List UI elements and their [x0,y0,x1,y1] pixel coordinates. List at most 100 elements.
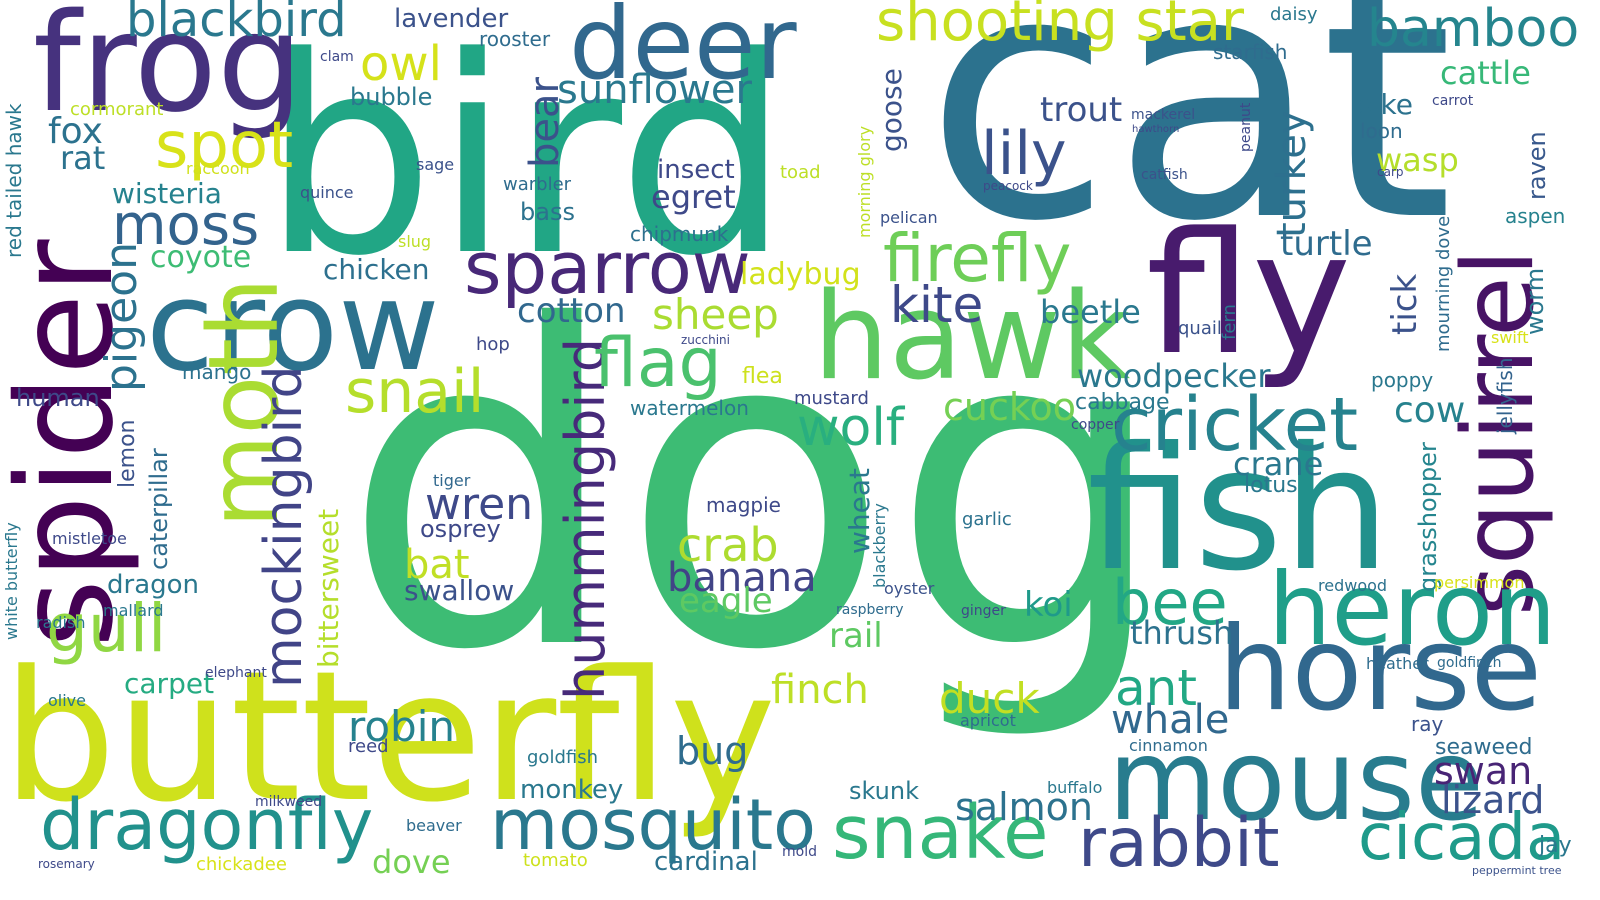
word-shooting-star: shooting star [876,0,1245,54]
word-mold: mold [782,844,817,860]
word-cabbage: cabbage [1075,390,1170,415]
word-cat: cat [925,0,1454,296]
word-duck: duck [939,674,1040,723]
word-peppermint-tree: peppermint tree [1472,864,1562,877]
word-bamboo: bamboo [1367,0,1580,59]
word-ant: ant [1115,659,1197,717]
word-cow: cow [1394,390,1466,431]
word-starfish: starfish [1213,40,1288,64]
word-blackberry: blackberry [870,503,889,588]
word-carrot: carrot [1432,93,1474,109]
word-coyote: coyote [150,240,252,275]
word-crab: crab [677,518,779,572]
word-mackerel: mackerel [1131,107,1196,123]
word-snake: snake [832,790,1049,876]
word-bittersweet: bittersweet [312,508,345,668]
word-carpet: carpet [124,667,215,700]
word-cinnamon: cinnamon [1129,736,1208,755]
word-quince: quince [300,183,354,202]
word-lizard: lizard [1441,778,1545,822]
word-kite: kite [890,276,984,334]
word-loon: loon [1360,119,1403,143]
word-whale: whale [1111,697,1230,743]
word-woodpecker: woodpecker [1077,357,1271,395]
word-ginger: ginger [961,603,1006,619]
word-carp: carp [1377,165,1404,179]
word-reed: reed [348,736,389,757]
word-wolf: wolf [797,398,905,458]
word-sunflower: sunflower [557,67,752,113]
word-seaweed: seaweed [1435,735,1533,760]
word-snail: snail [345,357,485,427]
word-worm: worm [1521,267,1549,335]
word-white-butterfly: white butterfly [2,522,21,640]
word-rat: rat [60,139,106,177]
word-apricot: apricot [960,711,1016,730]
word-fish: fish [1087,411,1391,609]
word-chicken: chicken [323,253,430,286]
word-mistletoe: mistletoe [52,529,127,548]
word-jellyfish: jellyfish [1493,357,1517,434]
word-dragonfly: dragonfly [40,784,374,866]
word-goldfinch: goldfinch [1437,655,1502,671]
word-heather: heather [1366,654,1429,673]
word-cattle: cattle [1440,54,1531,92]
word-buffalo: buffalo [1047,778,1103,797]
word-cormorant: cormorant [70,99,164,120]
word-swallow: swallow [404,574,515,607]
word-swan: swan [1434,749,1533,793]
word-horse: horse [1218,602,1542,737]
word-lily: lily [981,119,1067,189]
word-cardinal: cardinal [654,847,758,877]
word-hop: hop [476,334,510,355]
word-slug: slug [398,232,432,251]
word-cuckoo: cuckoo [943,385,1077,429]
word-warbler: warbler [503,174,572,195]
word-spot: spot [155,109,294,183]
word-ray: ray [1411,712,1444,736]
word-wasp: wasp [1376,141,1459,179]
word-copper: copper [1071,417,1120,433]
word-pigeon: pigeon [96,242,147,392]
word-insect: insect [657,155,735,185]
word-rooster: rooster [479,27,551,51]
word-turkey: turkey [1269,110,1315,239]
word-catfish: catfish [1141,167,1188,183]
word-dog: dog [342,234,1170,746]
word-frog: frog [33,0,304,143]
word-morning-glory: morning glory [855,125,874,238]
word-lavender: lavender [394,4,509,34]
word-radish: radish [36,613,86,632]
word-egret: egret [651,178,736,216]
word-dragon: dragon [107,570,200,600]
word-peanut: peanut [1238,102,1254,152]
word-fox: fox [48,111,103,152]
word-olive: olive [48,691,86,710]
word-bug: bug [676,729,749,773]
word-bat: bat [404,542,470,588]
word-eagle: eagle [679,581,773,621]
word-hawk: hawk [813,268,1131,407]
word-cicada: cicada [1358,801,1566,875]
word-mockingbird: mockingbird [254,365,314,688]
word-skunk: skunk [849,777,919,805]
word-tick: tick [1385,273,1425,335]
word-koi: koi [1024,585,1073,625]
word-mosquito: mosquito [490,784,817,866]
word-lotus: lotus [1244,473,1298,498]
word-butterfly: butterfly [2,633,777,842]
word-mallard: mallard [103,601,164,620]
word-lemon: lemon [115,419,140,488]
word-red-tailed-hawk: red tailed hawk [2,103,26,258]
word-pelican: pelican [880,208,938,227]
word-banana: banana [667,555,817,601]
word-redwood: redwood [1318,576,1388,595]
word-robin: robin [348,702,455,751]
word-mourning-dove: mourning dove [1433,215,1454,352]
word-quail: quail [1178,318,1222,339]
word-rabbit: rabbit [1078,804,1280,883]
word-raven: raven [1523,131,1551,200]
word-owl: owl [360,36,442,92]
word-raccoon: raccoon [186,159,250,178]
word-osprey: osprey [420,515,501,543]
